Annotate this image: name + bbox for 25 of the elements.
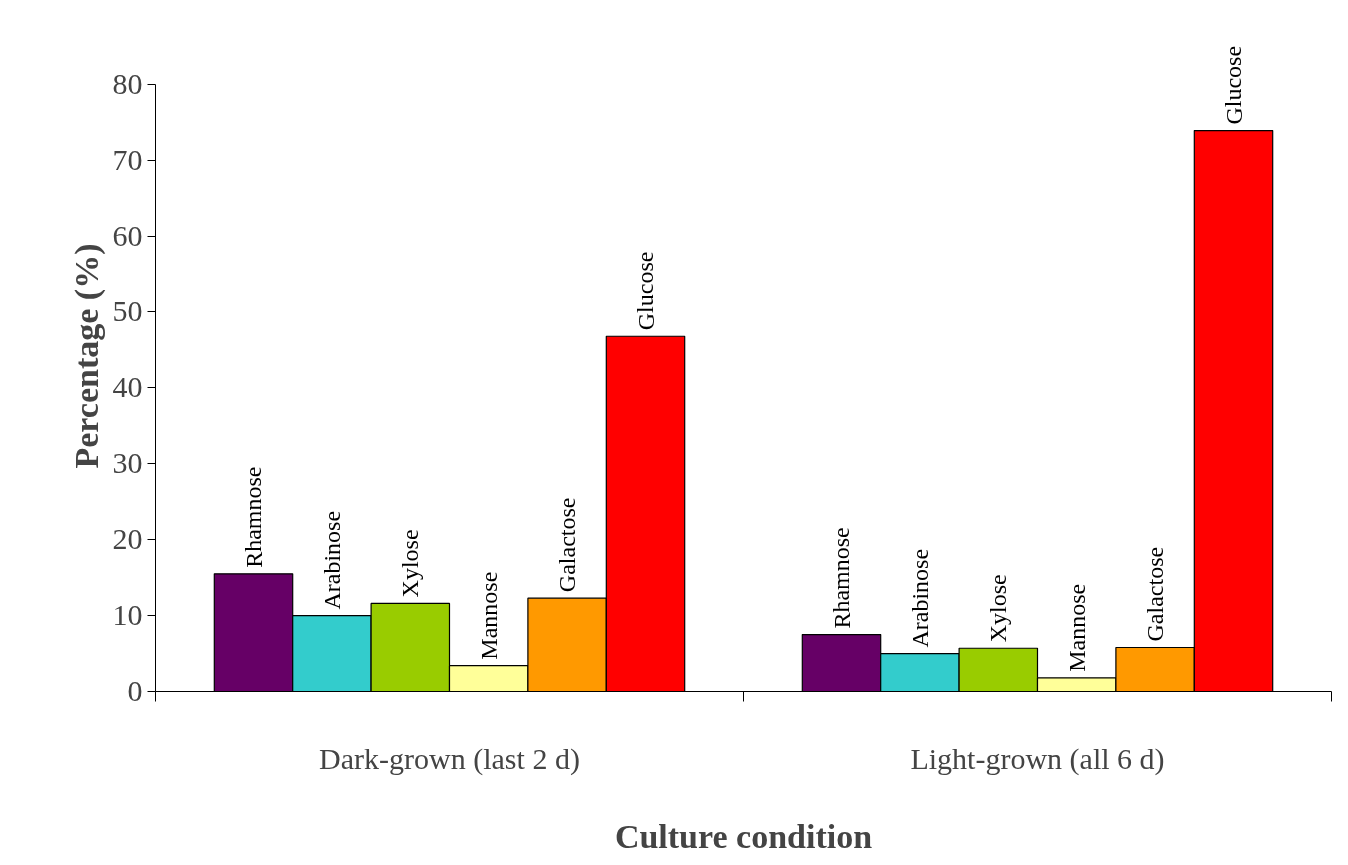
y-axis-title: Percentage (%) [67, 243, 106, 469]
text: Mannose [1063, 583, 1090, 672]
text: Rhamnose [240, 466, 267, 568]
text: Glucose [1220, 45, 1247, 125]
x-axis-title: Culture condition [614, 817, 873, 855]
y-tick-label: 20 [112, 522, 143, 556]
text: Arabinose [906, 548, 933, 648]
text: Mannose [475, 571, 502, 660]
x-tick-label: Dark-grown (last 2 d) [319, 741, 580, 776]
text: Arabinose [318, 510, 345, 610]
x-tick-label: Light-grown (all 6 d) [910, 741, 1165, 776]
text: Xylose [397, 529, 424, 598]
y-tick-label: 10 [112, 598, 143, 632]
text: Galactose [554, 497, 581, 593]
y-tick-label: 50 [112, 294, 143, 328]
text: Galactose [1142, 546, 1169, 642]
text: Rhamnose [828, 527, 855, 629]
text: Xylose [985, 574, 1012, 643]
y-tick-label: 80 [112, 66, 143, 100]
y-tick-label: 0 [127, 674, 143, 707]
y-tick-label: 30 [112, 446, 143, 480]
y-tick-label: 60 [112, 218, 143, 252]
y-tick-label: 70 [112, 142, 143, 176]
y-tick-label: 40 [112, 370, 143, 404]
text: Glucose [632, 251, 659, 331]
